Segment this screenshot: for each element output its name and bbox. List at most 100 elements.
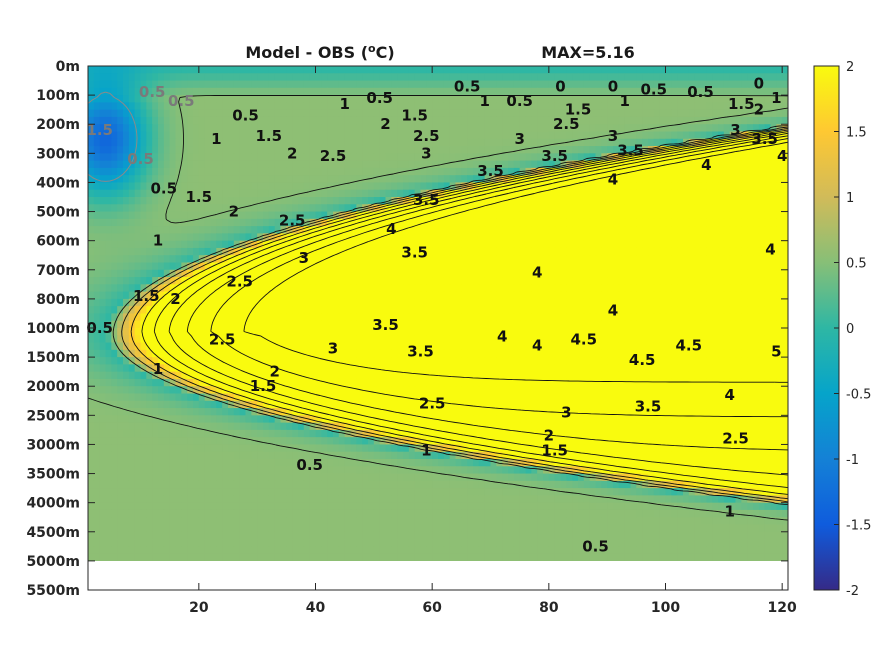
heatmap-cell	[648, 342, 655, 351]
heatmap-cell	[239, 233, 247, 242]
heatmap-cell	[613, 313, 620, 322]
heatmap-cell	[175, 298, 182, 307]
heatmap-cell	[548, 233, 556, 242]
heatmap-cell	[152, 335, 159, 344]
heatmap-cell	[537, 204, 544, 213]
heatmap-cell	[123, 167, 130, 176]
heatmap-cell	[128, 116, 136, 125]
heatmap-cell	[653, 247, 661, 256]
heatmap-cell	[117, 306, 124, 315]
heatmap-cell	[373, 255, 381, 264]
heatmap-cell	[782, 73, 788, 82]
heatmap-cell	[350, 95, 357, 103]
heatmap-cell	[280, 357, 287, 365]
heatmap-cell	[333, 357, 340, 365]
heatmap-cell	[373, 182, 381, 191]
heatmap-cell	[513, 66, 521, 74]
heatmap-cell	[618, 269, 626, 278]
heatmap-cell	[403, 284, 410, 293]
heatmap-cell	[239, 255, 247, 264]
heatmap-cell	[648, 357, 655, 365]
heatmap-cell	[613, 182, 620, 191]
heatmap-cell	[438, 349, 445, 358]
heatmap-cell	[175, 335, 182, 344]
heatmap-cell	[548, 189, 556, 198]
heatmap-cell	[665, 328, 672, 336]
heatmap-cell	[198, 95, 206, 103]
heatmap-cell	[467, 66, 474, 74]
heatmap-cell	[146, 233, 153, 242]
heatmap-cell	[653, 226, 661, 234]
heatmap-cell	[315, 255, 322, 264]
heatmap-cell	[478, 218, 486, 227]
heatmap-cell	[589, 233, 597, 242]
heatmap-cell	[432, 116, 439, 125]
heatmap-cell	[490, 197, 497, 205]
heatmap-cell	[187, 291, 194, 300]
heatmap-cell	[712, 349, 719, 358]
heatmap-cell	[683, 182, 690, 191]
heatmap-cell	[688, 87, 696, 96]
heatmap-cell	[338, 138, 346, 147]
heatmap-cell	[601, 95, 608, 103]
heatmap-cell	[566, 73, 573, 82]
heatmap-cell	[286, 284, 293, 293]
heatmap-cell	[683, 335, 690, 344]
heatmap-cell	[303, 116, 311, 125]
heatmap-cell	[613, 298, 620, 307]
heatmap-cell	[560, 167, 567, 176]
heatmap-cell	[128, 66, 136, 74]
heatmap-cell	[694, 153, 702, 162]
heatmap-cell	[257, 313, 264, 322]
heatmap-cell	[99, 197, 107, 205]
heatmap-cell	[140, 233, 147, 242]
heatmap-cell	[123, 197, 130, 205]
heatmap-cell	[455, 138, 462, 147]
heatmap-cell	[461, 357, 468, 365]
heatmap-cell	[338, 320, 346, 329]
heatmap-cell	[496, 364, 503, 373]
heatmap-cell	[216, 66, 223, 74]
heatmap-cell	[408, 138, 416, 147]
heatmap-cell	[286, 342, 293, 351]
heatmap-cell	[99, 211, 107, 220]
heatmap-cell	[607, 131, 614, 140]
heatmap-cell	[350, 313, 357, 322]
heatmap-cell	[391, 182, 398, 191]
heatmap-cell	[525, 95, 532, 103]
heatmap-cell	[613, 306, 620, 315]
heatmap-cell	[718, 233, 725, 242]
heatmap-cell	[204, 349, 212, 358]
heatmap-cell	[741, 87, 748, 96]
heatmap-cell	[362, 306, 369, 315]
heatmap-cell	[315, 160, 322, 169]
heatmap-cell	[741, 95, 748, 103]
heatmap-cell	[239, 335, 247, 344]
heatmap-cell	[181, 95, 188, 103]
heatmap-cell	[467, 153, 474, 162]
heatmap-cell	[770, 197, 777, 205]
heatmap-cell	[93, 80, 101, 89]
heatmap-cell	[88, 349, 95, 358]
heatmap-cell	[438, 226, 445, 234]
heatmap-cell	[263, 364, 270, 373]
heatmap-cell	[653, 175, 661, 184]
heatmap-cell	[648, 298, 655, 307]
heatmap-cell	[729, 73, 737, 82]
heatmap-cell	[233, 306, 241, 315]
heatmap-cell	[333, 131, 340, 140]
heatmap-cell	[753, 349, 760, 358]
heatmap-cell	[484, 87, 492, 96]
heatmap-cell	[420, 357, 427, 365]
heatmap-cell	[543, 313, 550, 322]
heatmap-cell	[432, 335, 439, 344]
heatmap-cell	[735, 218, 742, 227]
heatmap-cell	[718, 109, 725, 118]
heatmap-cell	[583, 247, 591, 256]
heatmap-cell	[595, 204, 602, 213]
heatmap-cell	[245, 291, 252, 300]
heatmap-cell	[642, 218, 649, 227]
heatmap-cell	[729, 342, 737, 351]
heatmap-cell	[770, 153, 777, 162]
heatmap-cell	[128, 247, 136, 256]
